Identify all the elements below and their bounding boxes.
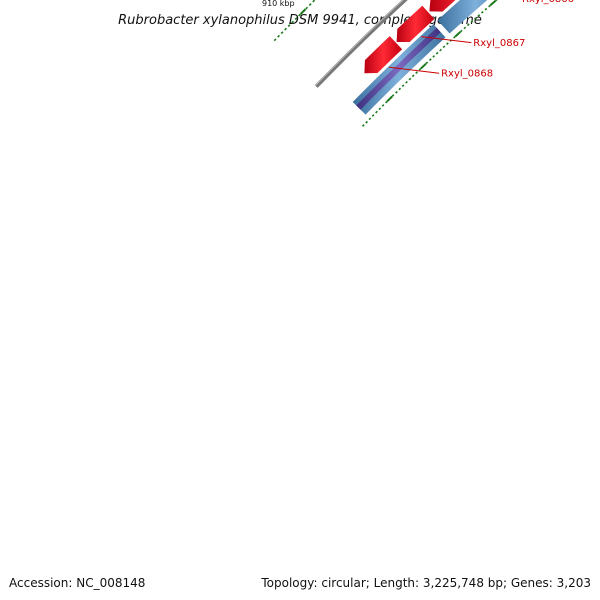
inner-minor-tick xyxy=(446,42,449,45)
gene-arrow xyxy=(429,0,456,12)
inner-minor-tick xyxy=(378,107,382,111)
axis-major-tick xyxy=(299,8,307,15)
axis-minor-tick xyxy=(284,27,287,31)
inner-minor-tick xyxy=(371,114,375,117)
axis-minor-tick xyxy=(312,0,316,3)
inner-minor-tick xyxy=(459,29,463,33)
inner-minor-tick xyxy=(381,104,385,107)
inner-minor-tick xyxy=(484,7,488,11)
gene-track xyxy=(364,0,456,74)
accession-text: Accession: NC_008148 xyxy=(9,576,145,590)
feature-feature_steelblue xyxy=(437,0,488,34)
gene-label: Rxyl_0868 xyxy=(441,69,493,80)
inner-minor-tick xyxy=(442,45,446,49)
inner-minor-tick xyxy=(439,48,442,52)
gene-arrow xyxy=(364,36,403,74)
axis-minor-tick xyxy=(280,31,284,35)
axis-minor-tick xyxy=(305,6,309,10)
inner-minor-tick xyxy=(395,90,398,94)
inner-minor-tick xyxy=(480,10,484,14)
axis-minor-tick xyxy=(277,34,280,38)
inner-major-tick xyxy=(454,31,462,38)
backbone-highlight xyxy=(314,0,404,87)
genome-summary-text: Topology: circular; Length: 3,225,748 bp… xyxy=(260,576,591,590)
gene-leader-line xyxy=(421,36,472,44)
inner-minor-tick xyxy=(375,110,378,114)
inner-minor-tick xyxy=(385,100,388,104)
inner-minor-tick xyxy=(401,84,405,87)
axis-minor-tick xyxy=(287,24,291,28)
inner-minor-tick xyxy=(418,68,422,71)
axis-minor-tick xyxy=(294,17,298,20)
kbp-axis: 904 kbp905 kbp906 kbp907 kbp908 kbp909 k… xyxy=(262,0,498,127)
inner-minor-tick xyxy=(435,51,439,55)
inner-minor-tick xyxy=(466,23,470,27)
inner-minor-tick xyxy=(361,124,365,127)
inner-minor-tick xyxy=(488,4,491,8)
inner-minor-tick xyxy=(425,61,429,65)
inner-minor-tick xyxy=(463,26,467,30)
inner-minor-tick xyxy=(453,36,456,39)
inner-minor-tick xyxy=(411,74,415,78)
inner-minor-tick xyxy=(473,17,477,20)
backbone-arc xyxy=(314,0,408,88)
gene-arrow xyxy=(396,5,435,42)
gene-label: Rxyl_0866 xyxy=(522,0,574,5)
inner-minor-tick xyxy=(415,71,418,74)
inner-minor-tick xyxy=(432,55,436,58)
inner-major-tick xyxy=(489,0,497,7)
inner-major-tick xyxy=(420,62,427,70)
inner-minor-tick xyxy=(470,20,474,23)
genome-backbone xyxy=(314,0,408,88)
axis-minor-tick xyxy=(308,3,312,6)
inner-minor-tick xyxy=(391,94,395,97)
inner-minor-tick xyxy=(428,58,432,61)
axis-minor-tick xyxy=(273,38,277,42)
map-title: Rubrobacter xylanophilus DSM 9941, compl… xyxy=(118,13,482,28)
inner-minor-tick xyxy=(477,14,481,17)
inner-minor-tick xyxy=(368,117,372,121)
inner-minor-tick xyxy=(408,77,412,81)
gene-labels: Rxyl_0863Rxyl_0864Rxyl_0865Rxyl_0866Rxyl… xyxy=(389,0,574,80)
axis-tick-label: 910 kbp xyxy=(262,0,295,8)
inner-major-tick xyxy=(386,95,393,103)
gene-label: Rxyl_0867 xyxy=(473,38,525,49)
axis-minor-tick xyxy=(298,13,301,17)
axis-minor-tick xyxy=(291,20,294,24)
inner-minor-tick xyxy=(405,81,408,84)
gene-leader-line xyxy=(389,66,440,74)
inner-minor-tick xyxy=(495,0,498,2)
inner-minor-tick xyxy=(398,87,402,91)
inner-minor-tick xyxy=(365,120,368,124)
